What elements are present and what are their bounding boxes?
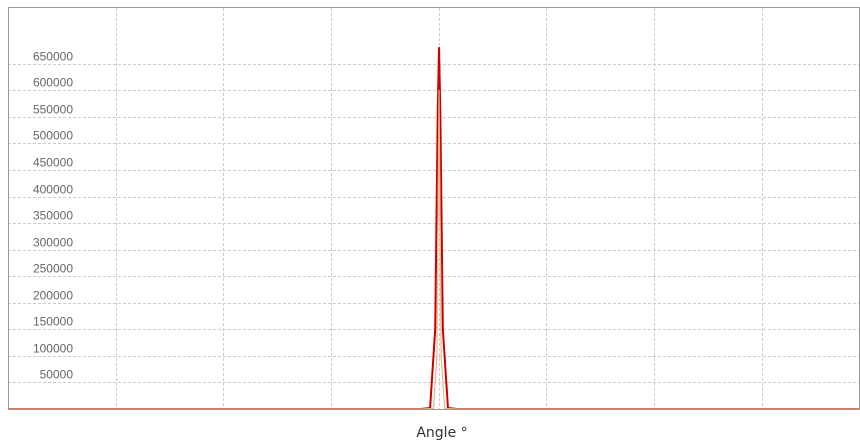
y-tick-label: 350000 xyxy=(33,209,73,223)
y-tick-label: 400000 xyxy=(33,183,73,197)
y-tick-label: 100000 xyxy=(33,342,73,356)
series-line-2 xyxy=(8,89,859,410)
x-axis-title: Angle ° xyxy=(416,425,467,441)
y-tick-label: 200000 xyxy=(33,289,73,303)
y-tick-label: 50000 xyxy=(40,368,74,382)
y-tick-labels: 50000 100000 150000 200000 250000 300000 35000… xyxy=(33,50,73,382)
y-tick-label: 600000 xyxy=(33,76,73,90)
series-line-1 xyxy=(8,46,859,410)
y-tick-label: 250000 xyxy=(33,262,73,276)
y-tick-label: 650000 xyxy=(33,50,73,64)
y-gridlines xyxy=(8,64,859,383)
y-tick-label: 300000 xyxy=(33,236,73,250)
y-tick-label: 550000 xyxy=(33,103,73,117)
y-tick-label: 150000 xyxy=(33,315,73,329)
y-tick-label: 450000 xyxy=(33,156,73,170)
y-tick-label: 500000 xyxy=(33,129,73,143)
series-lines xyxy=(8,46,859,410)
